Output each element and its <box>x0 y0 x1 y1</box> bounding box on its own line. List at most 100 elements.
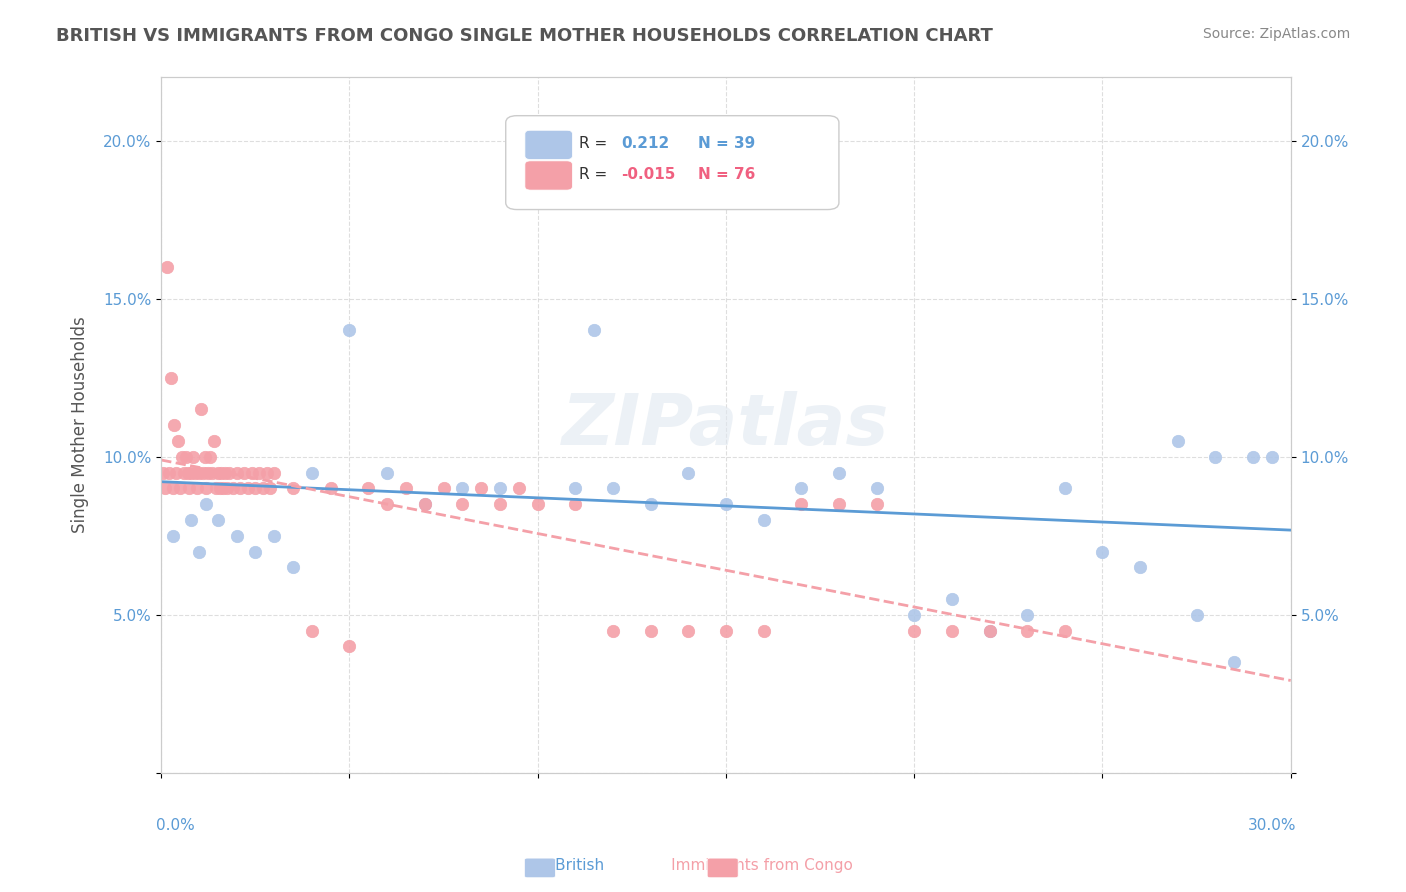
Text: -0.015: -0.015 <box>621 167 675 182</box>
Point <box>470 481 492 495</box>
Point <box>508 481 530 495</box>
Point <box>828 497 851 511</box>
Point <box>526 165 548 179</box>
Point <box>451 497 474 511</box>
Point <box>281 560 304 574</box>
Point <box>247 466 270 480</box>
FancyBboxPatch shape <box>524 161 572 190</box>
Point <box>301 624 323 638</box>
Point <box>1204 450 1226 464</box>
Point <box>195 481 218 495</box>
Point <box>319 481 342 495</box>
Point <box>162 481 184 495</box>
Point <box>174 450 197 464</box>
Point <box>790 481 813 495</box>
Point <box>180 513 202 527</box>
Point <box>218 466 240 480</box>
Point <box>245 544 267 558</box>
Point <box>208 481 231 495</box>
Point <box>1129 560 1152 574</box>
Point <box>339 640 361 654</box>
Point <box>162 529 184 543</box>
Point <box>526 497 548 511</box>
Point <box>187 544 209 558</box>
Point <box>1017 624 1039 638</box>
Text: 0.0%: 0.0% <box>156 818 194 833</box>
Point <box>375 466 398 480</box>
Y-axis label: Single Mother Households: Single Mother Households <box>72 317 89 533</box>
Point <box>157 466 180 480</box>
Point <box>281 481 304 495</box>
Point <box>1017 607 1039 622</box>
Point <box>207 513 229 527</box>
Point <box>752 513 775 527</box>
Point <box>176 466 198 480</box>
Point <box>240 466 263 480</box>
Point <box>564 481 586 495</box>
Point <box>678 624 700 638</box>
Text: R =: R = <box>579 167 612 182</box>
Point <box>752 624 775 638</box>
Point <box>865 497 887 511</box>
Point <box>211 466 233 480</box>
Point <box>197 466 219 480</box>
Text: Immigrants from Congo: Immigrants from Congo <box>637 858 853 872</box>
Point <box>187 466 209 480</box>
Text: 30.0%: 30.0% <box>1249 818 1296 833</box>
Point <box>163 418 186 433</box>
Point <box>156 260 179 274</box>
Point <box>159 370 181 384</box>
Point <box>170 450 193 464</box>
Point <box>169 481 191 495</box>
Point <box>413 497 436 511</box>
Text: British: British <box>520 858 605 872</box>
Point <box>375 497 398 511</box>
Point <box>229 481 252 495</box>
Text: BRITISH VS IMMIGRANTS FROM CONGO SINGLE MOTHER HOUSEHOLDS CORRELATION CHART: BRITISH VS IMMIGRANTS FROM CONGO SINGLE … <box>56 27 993 45</box>
Point <box>941 624 963 638</box>
Point <box>1185 607 1208 622</box>
Point <box>259 481 281 495</box>
Point <box>489 497 512 511</box>
Point <box>1167 434 1189 448</box>
Point <box>263 466 285 480</box>
Text: N = 76: N = 76 <box>697 167 755 182</box>
Point <box>190 402 212 417</box>
Point <box>236 481 259 495</box>
Point <box>152 466 174 480</box>
Point <box>191 466 214 480</box>
Point <box>217 481 239 495</box>
Point <box>167 434 190 448</box>
Point <box>173 466 195 480</box>
Point <box>233 466 256 480</box>
Point <box>180 466 202 480</box>
Point <box>357 481 380 495</box>
Point <box>212 481 235 495</box>
Point <box>564 497 586 511</box>
Point <box>181 450 204 464</box>
Point <box>941 591 963 606</box>
Point <box>256 466 278 480</box>
Point <box>678 466 700 480</box>
Point <box>640 624 662 638</box>
Point <box>184 466 207 480</box>
Point <box>225 529 247 543</box>
Point <box>865 481 887 495</box>
Point <box>252 481 274 495</box>
Point <box>433 481 456 495</box>
Text: R =: R = <box>579 136 612 151</box>
Point <box>489 481 512 495</box>
Point <box>1241 450 1264 464</box>
Point <box>263 529 285 543</box>
Point <box>186 481 208 495</box>
Point <box>1091 544 1114 558</box>
Text: N = 39: N = 39 <box>697 136 755 151</box>
Point <box>193 450 215 464</box>
Point <box>395 481 418 495</box>
Text: 0.212: 0.212 <box>621 136 669 151</box>
Point <box>714 497 737 511</box>
Point <box>153 481 176 495</box>
Point <box>714 624 737 638</box>
Point <box>979 624 1001 638</box>
FancyBboxPatch shape <box>506 116 839 210</box>
